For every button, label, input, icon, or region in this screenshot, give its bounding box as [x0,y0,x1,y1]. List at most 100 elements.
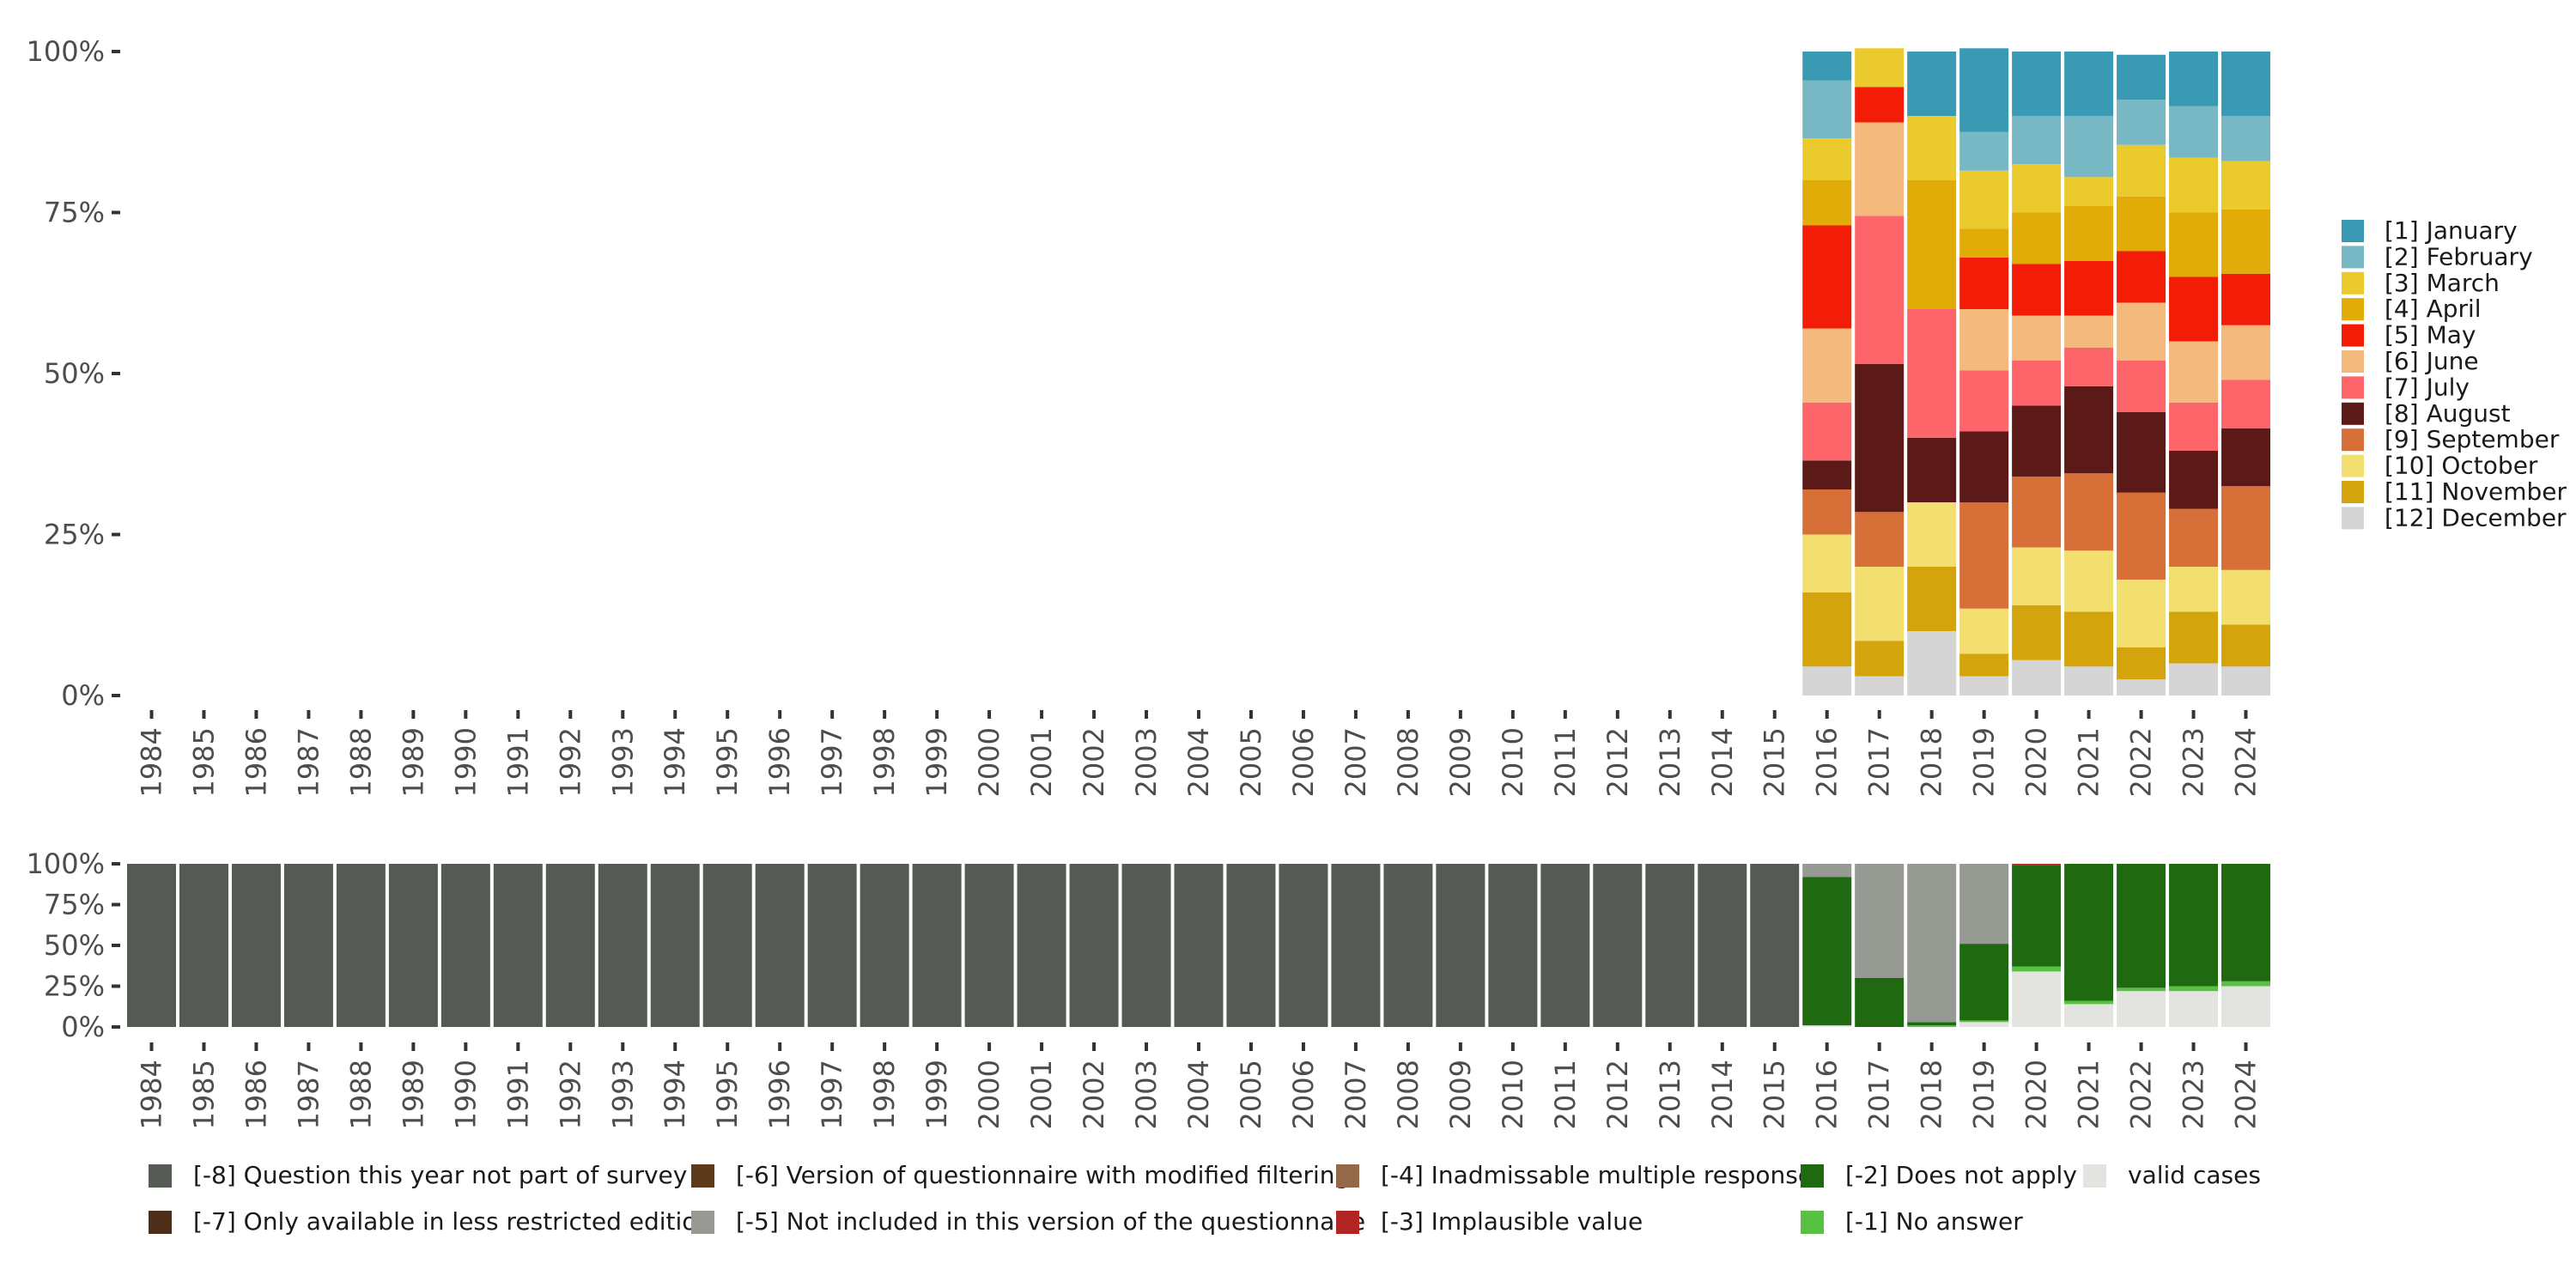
bar-segment-2019-9 [1959,228,2009,258]
bar-segment-2017-8 [1855,87,1905,123]
x-tick-label: 2008 [1392,727,1425,797]
bar-segment-2022-8 [2117,251,2166,303]
bar-segment-2016-7 [1802,328,1852,403]
bar-segment-2021-1 [2064,666,2114,696]
x-tick-label: 2010 [1497,1060,1529,1129]
legend-label: [8] August [2385,399,2511,428]
bar-segment-1999-9 [912,864,962,1027]
bar-segment-2023-11 [2169,106,2219,158]
bar-segment-1985-9 [179,864,228,1027]
x-tick-label: 2003 [1130,727,1163,797]
bar-segment-2021-7 [2064,315,2114,348]
bar-segment-2019-3 [1959,608,2009,654]
bar-segment-2020-9 [2012,212,2062,264]
bar-segment-2024-7 [2221,325,2271,380]
bar-segment-2008-9 [1383,864,1433,1027]
bar-segment-2016-11 [1802,80,1852,139]
x-tick-label: 1989 [397,1060,429,1129]
x-tick-label: 1988 [344,727,377,797]
x-tick-label: 2001 [1025,1060,1058,1129]
legend-swatch [2083,1164,2106,1188]
x-tick-label: 1998 [868,1060,901,1129]
x-tick-label: 2019 [1968,1060,2001,1129]
bar-segment-2022-4 [2117,492,2166,580]
x-tick-label: 2011 [1549,727,1582,797]
legend-swatch [691,1211,714,1234]
x-tick-label: 1987 [292,1060,325,1129]
legend-label: [10] October [2385,452,2538,480]
bar-segment-2015-9 [1750,864,1800,1027]
legend-swatch [2342,481,2364,503]
legend-swatch [1801,1211,1824,1234]
bar-segment-2021-3 [2064,550,2114,612]
bar-segment-2021-1 [2064,1004,2114,1027]
bar-segment-2016-4 [1802,489,1852,535]
legend-swatch [2342,246,2364,269]
bar-segment-2017-3 [1855,978,1905,1027]
bar-segment-2024-12 [2221,52,2271,116]
bar-segment-2002-9 [1069,864,1119,1027]
x-tick-label: 2010 [1497,727,1529,797]
bar-segment-2016-3 [1802,877,1852,1026]
bar-segment-2024-3 [2221,864,2271,981]
bar-segment-2020-1 [2012,659,2062,696]
legend-label: [-3] Implausible value [1381,1207,1643,1236]
x-tick-label: 1984 [135,727,167,797]
x-tick-label: 1993 [606,727,639,797]
bar-segment-1986-9 [231,864,281,1027]
x-tick-label: 1991 [501,727,534,797]
bar-segment-2021-9 [2064,206,2114,261]
x-tick-label: 2007 [1340,1060,1372,1129]
legend-missing-codes: [-8] Question this year not part of surv… [149,1161,2261,1236]
x-tick-label: 2022 [2125,1060,2158,1129]
bar-segment-2017-3 [1855,567,1905,641]
legend-label: [5] May [2385,321,2476,349]
bar-segment-2020-7 [2012,315,2062,361]
bar-segment-2021-8 [2064,260,2114,316]
bar-segment-1997-9 [807,864,857,1027]
x-tick-label: 2004 [1182,727,1215,797]
x-tick-label: 2018 [1916,1060,1948,1129]
bar-segment-2021-6 [2064,348,2114,386]
bar-segment-2004-9 [1174,864,1224,1027]
bar-segment-2023-10 [2169,157,2219,213]
legend-swatch [2342,324,2364,347]
bar-segment-2018-6 [1907,864,1957,1023]
legend-swatch [2342,271,2364,295]
bar-segment-2021-10 [2064,177,2114,206]
bar-segment-2020-1 [2012,971,2062,1027]
x-tick-label: 1996 [763,1060,796,1129]
bar-segment-2017-7 [1855,122,1905,216]
bar-segment-2022-7 [2117,302,2166,361]
bar-segment-2017-4 [1855,512,1905,567]
legend-swatch [149,1164,172,1188]
bar-segment-2024-9 [2221,209,2271,274]
bar-segment-2021-2 [2064,1000,2114,1005]
chart-panel-2: 0% 25% 50% 75% 100% 1984 1985 1986 1987 1988 1989 1… [27,848,2271,1236]
bar-segment-2017-6 [1855,864,1905,978]
x-tick-label: 2019 [1968,727,2001,797]
bar-segment-2016-9 [1802,180,1852,226]
bar-segment-2009-9 [1436,864,1485,1027]
y-tick-label: 25% [44,970,105,1003]
bar-segment-2024-3 [2221,569,2271,625]
bar-segment-2022-11 [2117,100,2166,145]
x-tick-label: 2002 [1078,727,1110,797]
legend-swatch [2342,376,2364,399]
bar-segment-2019-2 [1959,653,2009,677]
legend-swatch [2342,428,2364,452]
bar-segment-1994-9 [650,864,700,1027]
bar-segment-2024-8 [2221,273,2271,325]
chart-panel-1: 0% 25% 50% 75% 100% 1984 1985 1986 1987 1988 1989 1… [27,35,2567,797]
x-tick-label: 1999 [920,1060,953,1129]
y-tick-label: 75% [44,197,105,229]
x-tick-label: 2014 [1706,727,1739,797]
bar-segment-2020-8 [2012,264,2062,316]
bar-segment-2019-12 [1959,48,2009,132]
x-tick-label: 2020 [2020,1060,2053,1129]
bar-segment-2023-1 [2169,663,2219,696]
bar-segment-2023-3 [2169,864,2219,987]
legend-swatch [1336,1211,1359,1234]
x-tick-label: 2005 [1235,1060,1267,1129]
